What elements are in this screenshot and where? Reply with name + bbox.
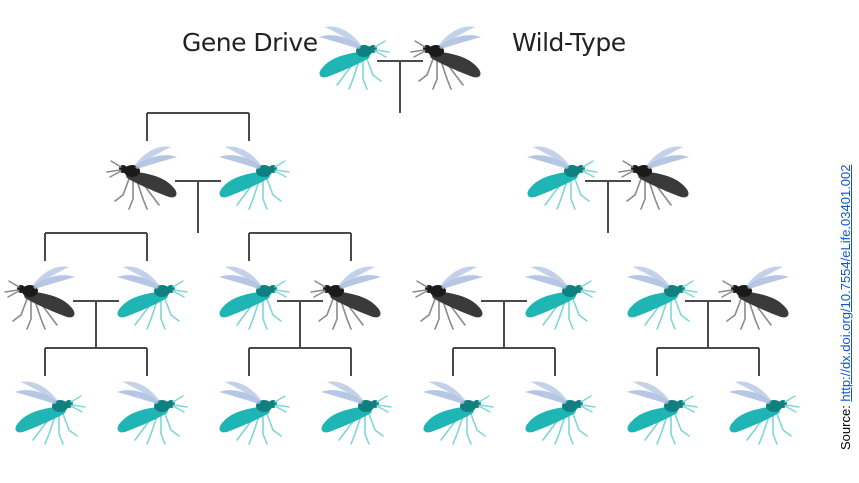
gene-drive-mosquito — [321, 381, 392, 445]
source-link[interactable]: http://dx.doi.org/10.7554/eLife.03401.00… — [838, 164, 853, 402]
gene-drive-mosquito — [117, 266, 188, 330]
gene-drive-mosquito — [15, 381, 86, 445]
legend-wild-type: Wild-Type — [512, 28, 626, 57]
wild-type-mosquito — [410, 26, 481, 90]
gene-drive-mosquito — [627, 266, 698, 330]
gene-drive-mosquito — [117, 381, 188, 445]
legend-gene-drive: Gene Drive — [182, 28, 318, 57]
wild-type-mosquito — [718, 266, 789, 330]
gene-drive-mosquito — [423, 381, 494, 445]
gene-drive-mosquito — [219, 146, 290, 210]
source-prefix: Source: — [838, 401, 853, 450]
source-citation: Source: http://dx.doi.org/10.7554/eLife.… — [838, 164, 853, 450]
wild-type-mosquito — [106, 146, 177, 210]
wild-type-mosquito — [4, 266, 75, 330]
gene-drive-mosquito — [319, 26, 390, 90]
gene-drive-mosquito — [219, 266, 290, 330]
gene-drive-mosquito — [525, 381, 596, 445]
wild-type-mosquito — [310, 266, 381, 330]
wild-type-mosquito — [618, 146, 689, 210]
gene-drive-mosquito — [525, 266, 596, 330]
gene-drive-mosquito — [219, 381, 290, 445]
gene-drive-mosquito — [527, 146, 598, 210]
wild-type-mosquito — [412, 266, 483, 330]
gene-drive-mosquito — [729, 381, 800, 445]
gene-drive-mosquito — [627, 381, 698, 445]
